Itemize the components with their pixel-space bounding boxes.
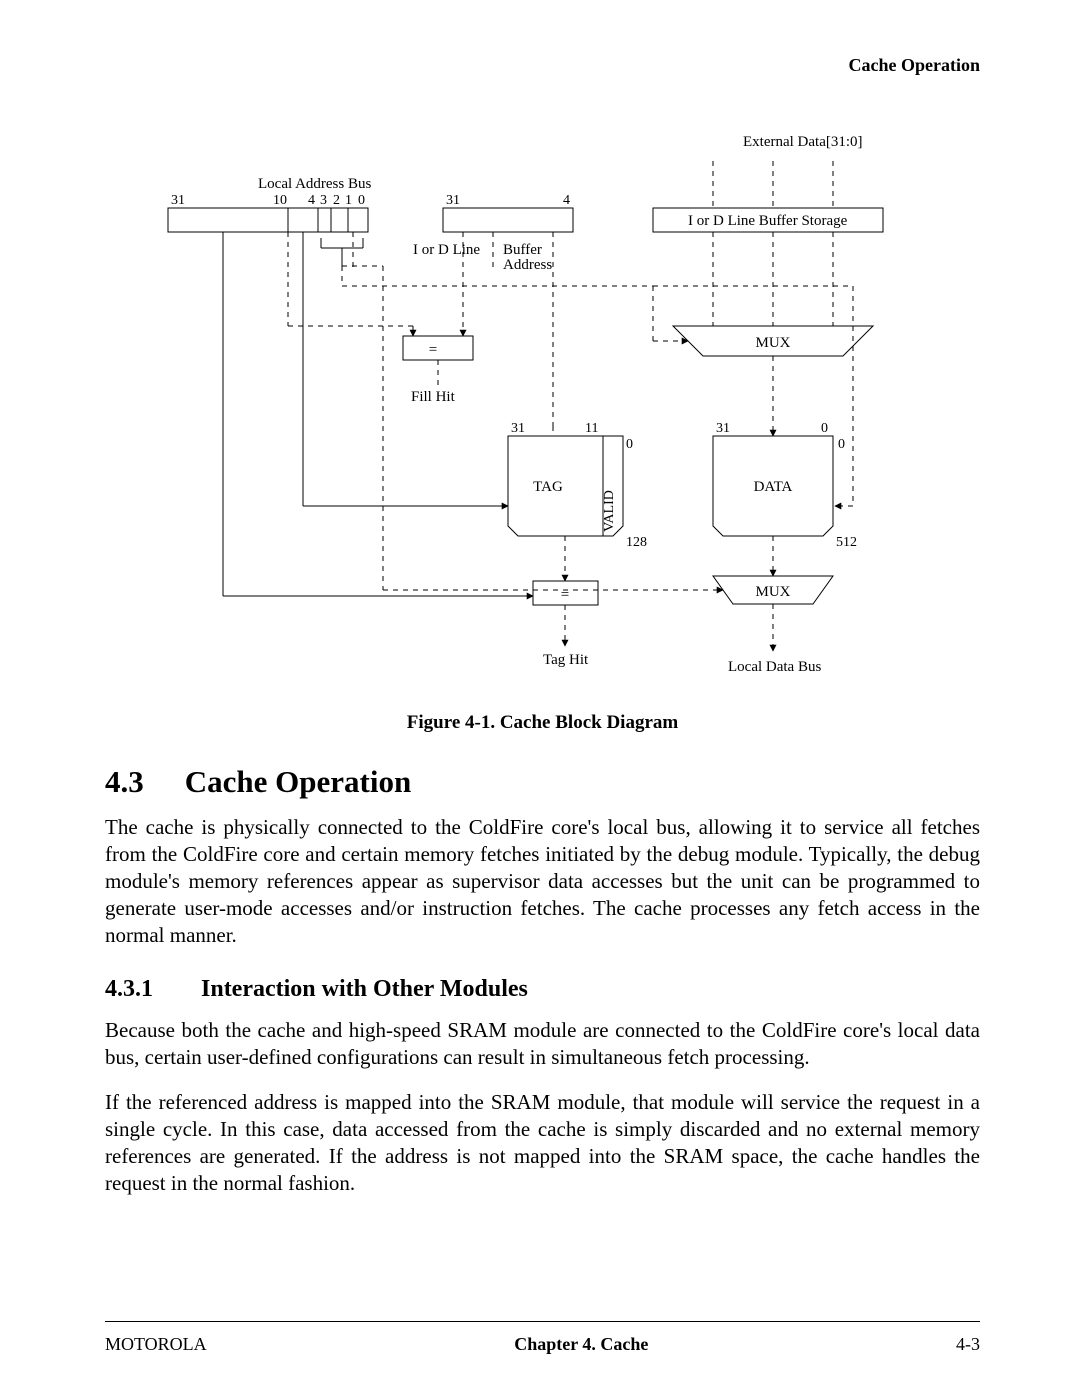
valid-label: VALID [602, 490, 617, 532]
subsection-number: 4.3.1 [105, 976, 195, 1003]
footer-left: MOTOROLA [105, 1334, 207, 1355]
bit-0d: 0 [821, 421, 828, 436]
bit-0e: 0 [838, 437, 845, 452]
comparator-eq2: = [560, 587, 568, 603]
label-i-or-d-line: I or D Line [413, 242, 480, 258]
label-buffer-address: Buffer Address [503, 242, 552, 273]
bit-2: 2 [333, 193, 340, 208]
tag-block: TAG [533, 479, 563, 495]
footer-rule [105, 1321, 980, 1322]
running-head: Cache Operation [105, 55, 980, 76]
bit-4b: 4 [563, 193, 570, 208]
label-buffer-storage: I or D Line Buffer Storage [688, 213, 848, 229]
section-heading: 4.3 Cache Operation [105, 764, 980, 800]
footer-right: 4-3 [956, 1334, 980, 1355]
bit-31c: 31 [511, 421, 525, 436]
label-external-data: External Data[31:0] [743, 134, 863, 150]
bit-1: 1 [345, 193, 352, 208]
bit-31d: 31 [716, 421, 730, 436]
paragraph-2: Because both the cache and high-speed SR… [105, 1017, 980, 1071]
label-local-address-bus: Local Address Bus [258, 176, 371, 192]
paragraph-1: The cache is physically connected to the… [105, 814, 980, 948]
footer-center: Chapter 4. Cache [514, 1334, 648, 1355]
comparator-eq1: = [428, 342, 436, 358]
section-number: 4.3 [105, 764, 177, 800]
bit-3: 3 [320, 193, 327, 208]
mux2: MUX [755, 584, 790, 600]
bit-0a: 0 [358, 193, 365, 208]
label-fill-hit: Fill Hit [411, 389, 456, 405]
label-local-data-bus: Local Data Bus [728, 659, 821, 675]
data-block: DATA [753, 479, 792, 495]
bit-11: 11 [585, 421, 598, 436]
bit-31b: 31 [446, 193, 460, 208]
bit-31a: 31 [171, 193, 185, 208]
label-tag-hit: Tag Hit [543, 652, 589, 668]
n128: 128 [626, 535, 647, 550]
cache-block-diagram: External Data[31:0] Local Address Bus 31… [105, 126, 980, 706]
n512: 512 [836, 535, 857, 550]
section-title: Cache Operation [185, 764, 411, 799]
figure-caption: Figure 4-1. Cache Block Diagram [105, 712, 980, 734]
bit-0c: 0 [626, 437, 633, 452]
bit-10: 10 [273, 193, 287, 208]
paragraph-3: If the referenced address is mapped into… [105, 1089, 980, 1197]
subsection-heading: 4.3.1 Interaction with Other Modules [105, 976, 980, 1003]
bit-4a: 4 [308, 193, 315, 208]
page-footer: MOTOROLA Chapter 4. Cache 4-3 [105, 1334, 980, 1355]
subsection-title: Interaction with Other Modules [201, 976, 528, 1002]
mux1: MUX [755, 335, 790, 351]
